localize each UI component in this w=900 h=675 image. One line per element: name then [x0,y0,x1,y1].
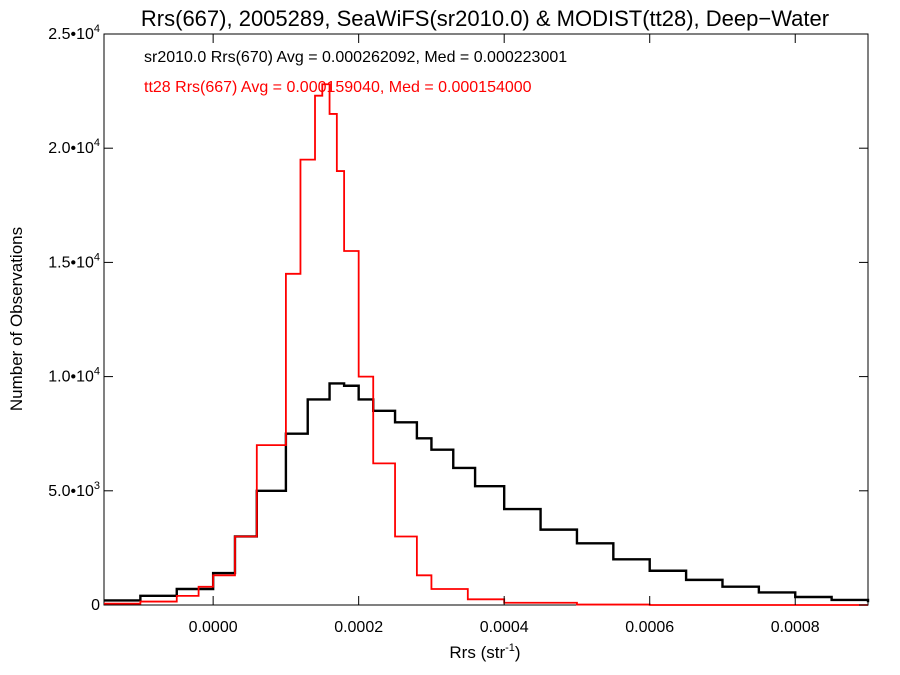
chart-title: Rrs(667), 2005289, SeaWiFS(sr2010.0) & M… [141,6,829,31]
series-line-tt28-rrs667 [104,83,868,606]
y-tick-label: 1.0•104 [48,366,100,386]
annotation-layer: sr2010.0 Rrs(670) Avg = 0.000262092, Med… [144,49,567,96]
x-tick-label: 0.0000 [189,619,238,636]
series-annotation-tt28: tt28 Rrs(667) Avg = 0.000159040, Med = 0… [144,79,532,96]
y-tick-label: 5.0•103 [48,480,100,500]
y-tick-label-exponent: 4 [94,137,100,149]
y-tick-label: 2.0•104 [48,137,100,157]
series-line-sr2010-rrs670 [104,382,870,603]
y-tick-label: 2.5•104 [48,23,100,43]
series-layer [104,83,870,606]
y-tick-label-mantissa: 2.5•10 [48,26,94,43]
tick-layer: 0.0000 0.0002 0.0004 0.0006 0.0008 0 5.0•103 1.… [48,23,868,636]
x-axis-label-text: Rrs (str [449,643,505,662]
y-tick-label-mantissa: 1.5•10 [48,254,94,271]
y-tick-label-exponent: 4 [94,366,100,378]
y-tick-label-mantissa: 0 [91,597,100,614]
series-annotation-sr2010: sr2010.0 Rrs(670) Avg = 0.000262092, Med… [144,49,567,66]
x-tick-label: 0.0004 [480,619,529,636]
y-tick-label-exponent: 4 [94,251,100,263]
plot-area-frame [103,33,869,606]
x-axis-label: Rrs (str-1) [449,642,520,662]
y-tick-label-mantissa: 2.0•10 [48,140,94,157]
x-tick-label: 0.0008 [771,619,820,636]
y-axis-label: Number of Observations [7,227,26,411]
y-tick-label-exponent: 3 [94,480,100,492]
y-tick-label: 1.5•104 [48,251,100,271]
y-tick-label-mantissa: 5.0•10 [48,483,94,500]
x-tick-label: 0.0006 [625,619,674,636]
x-axis-label-close: ) [515,643,521,662]
y-tick-label: 0 [91,597,100,614]
y-tick-label-exponent: 4 [94,23,100,35]
x-axis-label-superscript: -1 [505,642,515,654]
x-tick-label: 0.0002 [334,619,383,636]
y-tick-label-mantissa: 1.0•10 [48,369,94,386]
